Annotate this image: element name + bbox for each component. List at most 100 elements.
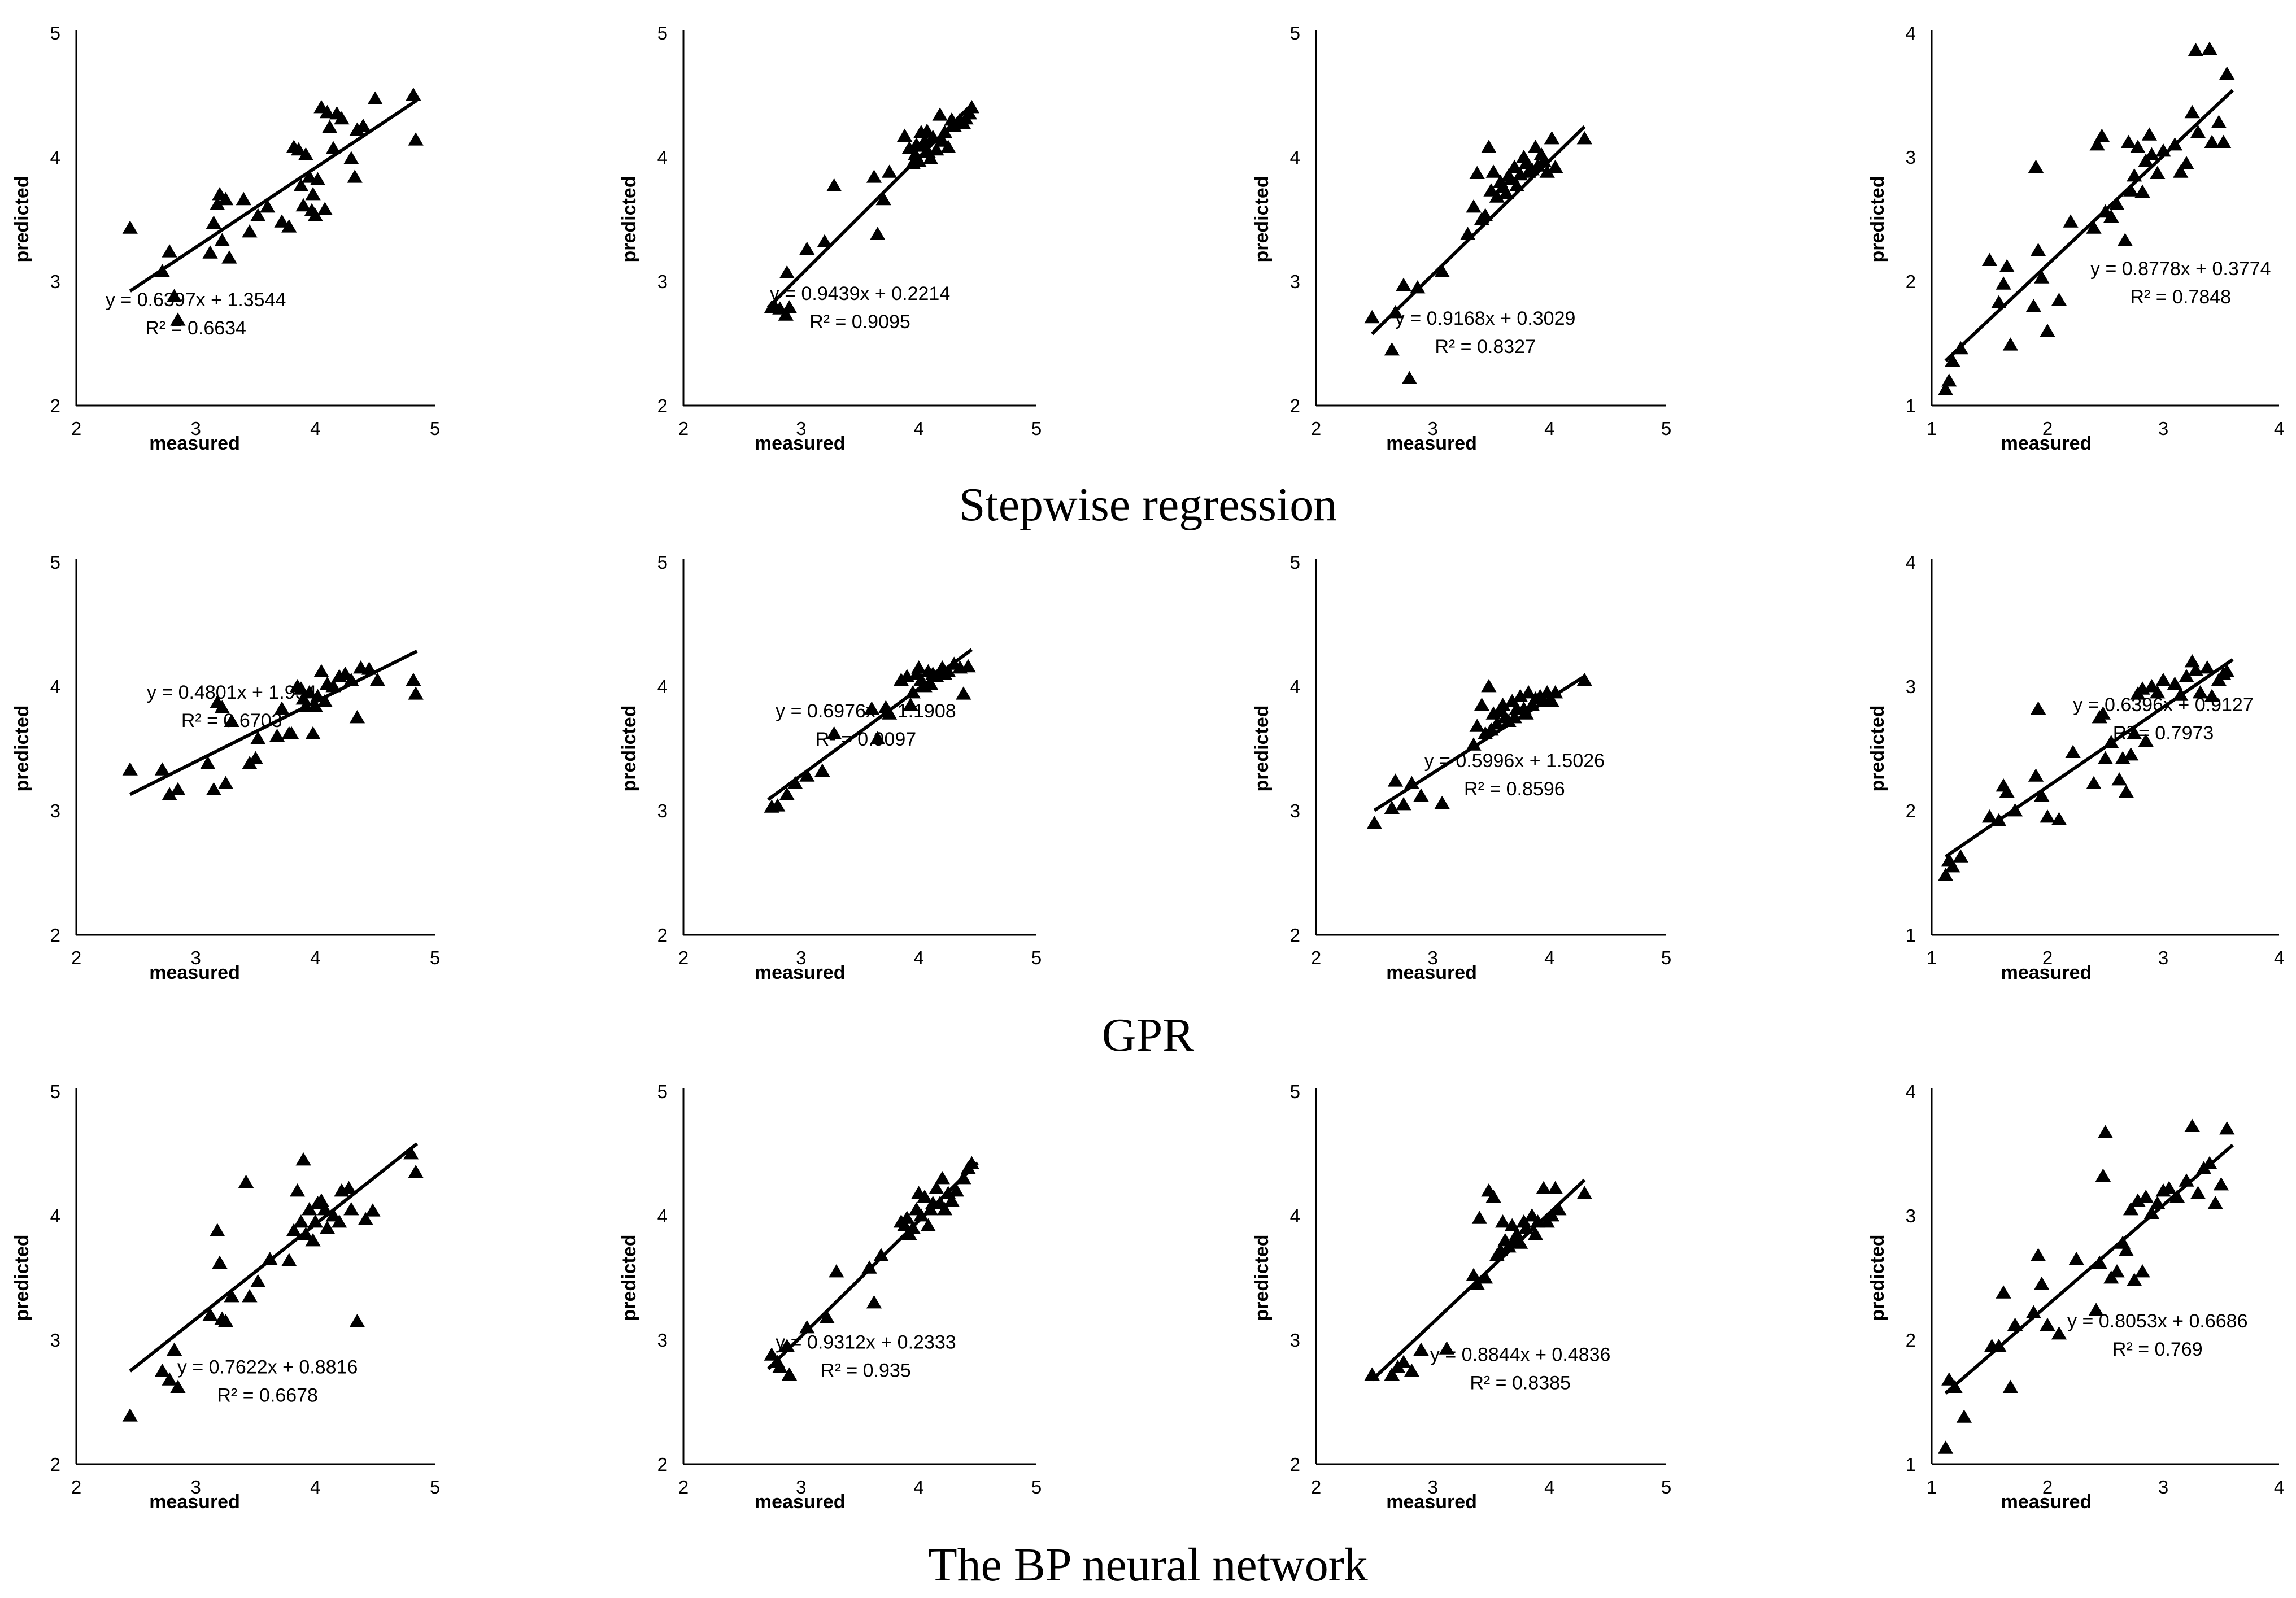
data-point (1495, 1214, 1511, 1228)
x-tick-label: 3 (796, 1477, 806, 1497)
x-tick-label: 5 (1031, 947, 1042, 968)
x-tick-label: 1 (1927, 418, 1937, 439)
data-point (224, 1289, 239, 1303)
data-point (1471, 1211, 1487, 1224)
data-point (934, 1171, 950, 1185)
data-point (224, 713, 239, 727)
data-point (829, 1264, 844, 1278)
data-point (2155, 143, 2171, 157)
data-point (2120, 134, 2137, 148)
x-tick-label: 4 (1544, 1477, 1554, 1497)
data-point (956, 1171, 971, 1185)
panel-0-0: 2 3 4 5 2 3 4 5 measured predicted y = 0.6397x + 1… (11, 23, 440, 454)
data-point (1481, 679, 1497, 693)
x-tick-label: 5 (430, 947, 440, 968)
data-point (1509, 178, 1525, 191)
r-squared-label: R² = 0.8596 (1464, 778, 1565, 800)
x-tick-label: 4 (2274, 1477, 2284, 1497)
x-axis-title: measured (149, 1491, 240, 1513)
data-point (1548, 159, 1563, 173)
data-point (406, 673, 421, 686)
data-point (274, 214, 290, 228)
data-point (170, 1379, 186, 1393)
data-point (305, 187, 321, 201)
data-point (881, 706, 898, 720)
data-point (936, 125, 953, 138)
x-tick-label: 5 (1031, 1477, 1042, 1497)
regression-equation: y = 0.5996x + 1.5026 (1424, 750, 1605, 772)
x-tick-label: 2 (2042, 418, 2053, 439)
data-point (1999, 259, 2015, 272)
r-squared-label: R² = 0.7973 (2113, 722, 2214, 744)
regression-equation: y = 0.6976x + 1.1908 (776, 700, 956, 722)
data-point (2040, 809, 2055, 823)
data-point (367, 91, 383, 104)
data-point (1520, 685, 1536, 699)
data-point (1504, 1218, 1520, 1231)
x-tick-label: 2 (71, 418, 81, 439)
data-point (2192, 685, 2208, 699)
regression-equation: y = 0.8053x + 0.6686 (2067, 1310, 2247, 1332)
data-point (238, 1174, 254, 1188)
data-point (1527, 140, 1544, 153)
data-point (2034, 1277, 2050, 1290)
x-tick-label: 2 (678, 947, 689, 968)
data-point (932, 107, 948, 121)
data-point (2034, 788, 2050, 802)
data-point (166, 1342, 182, 1356)
x-tick-label: 5 (1031, 418, 1042, 439)
y-tick-label: 2 (657, 925, 668, 946)
x-tick-label: 2 (2042, 1477, 2053, 1497)
data-point (2141, 127, 2158, 141)
data-point (2199, 660, 2215, 674)
data-point (1576, 673, 1592, 686)
panel-2-0: 2 3 4 5 2 3 4 5 measured predicted y = 0.7622x + 0… (11, 1081, 440, 1513)
y-tick-label: 3 (657, 800, 668, 821)
x-tick-label: 4 (913, 947, 923, 968)
x-axis-title: measured (2001, 433, 2092, 454)
x-tick-label: 3 (190, 1477, 201, 1497)
x-tick-label: 2 (1311, 947, 1321, 968)
data-point (322, 120, 338, 133)
data-point (2202, 1156, 2217, 1169)
y-tick-label: 4 (1906, 1081, 1916, 1102)
x-tick-label: 4 (913, 418, 923, 439)
data-point (2207, 1196, 2223, 1209)
data-point (2204, 689, 2220, 702)
data-point (1945, 859, 1960, 873)
x-tick-label: 4 (2274, 947, 2284, 968)
data-point (202, 1308, 218, 1321)
y-axis-title: predicted (1867, 176, 1888, 262)
data-point (1469, 1277, 1485, 1290)
data-point (1544, 131, 1560, 145)
data-point (247, 751, 264, 764)
data-point (1485, 164, 1501, 178)
r-squared-label: R² = 0.6634 (145, 317, 246, 339)
data-point (325, 679, 341, 693)
data-point (1996, 276, 2011, 290)
data-point (236, 191, 251, 206)
y-tick-label: 3 (1290, 271, 1300, 292)
data-point (922, 676, 939, 690)
data-point (1492, 1243, 1509, 1256)
data-point (911, 660, 927, 674)
x-tick-label: 3 (190, 418, 201, 439)
data-point (1996, 1285, 2011, 1299)
regression-equation: y = 0.8778x + 0.3774 (2090, 258, 2271, 280)
data-point (2161, 1181, 2177, 1194)
data-point (2094, 128, 2110, 142)
data-point (2007, 803, 2023, 817)
data-point (2030, 1248, 2046, 1261)
y-tick-label: 4 (1906, 23, 1916, 43)
data-point (365, 1203, 381, 1217)
x-tick-label: 3 (1427, 418, 1437, 439)
x-tick-label: 3 (2158, 1477, 2168, 1497)
trendline (1944, 658, 2234, 859)
data-point (302, 1202, 317, 1216)
data-point (310, 172, 326, 185)
data-point (358, 1212, 373, 1225)
data-point (2109, 197, 2125, 210)
data-point (242, 224, 258, 238)
y-tick-label: 2 (1290, 1454, 1300, 1475)
